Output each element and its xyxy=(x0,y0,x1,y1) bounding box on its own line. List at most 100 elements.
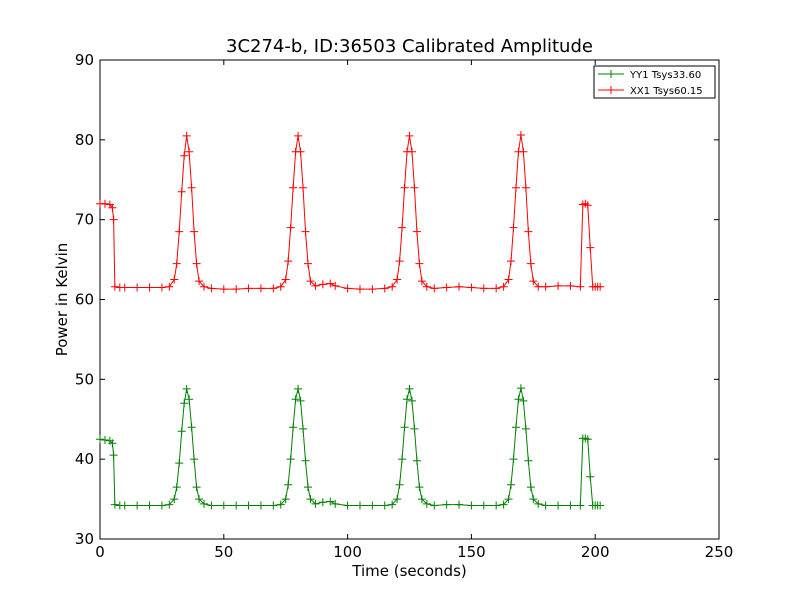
data-point xyxy=(120,283,129,292)
data-point xyxy=(504,495,513,504)
data-point xyxy=(586,472,595,481)
series-layer xyxy=(96,131,605,510)
data-point xyxy=(415,259,424,268)
data-point xyxy=(303,259,312,268)
data-point xyxy=(289,423,298,432)
data-point xyxy=(403,395,412,404)
data-point xyxy=(529,495,538,504)
data-point xyxy=(412,227,421,236)
legend: YY1 Tsys33.60 XX1 Tsys60.15 xyxy=(593,65,716,99)
x-axis-label: Time (seconds) xyxy=(351,562,467,580)
data-point xyxy=(526,259,535,268)
data-point xyxy=(398,455,407,464)
data-point xyxy=(108,439,117,448)
data-point xyxy=(318,280,327,289)
data-point xyxy=(410,183,419,192)
data-point xyxy=(430,501,439,510)
data-point xyxy=(499,282,508,291)
data-point xyxy=(519,396,528,405)
data-point xyxy=(400,183,409,192)
data-point xyxy=(289,183,298,192)
data-point xyxy=(430,284,439,293)
data-point xyxy=(269,284,278,293)
data-point xyxy=(244,501,253,510)
data-point xyxy=(479,501,488,510)
data-point xyxy=(145,283,154,292)
data-point xyxy=(509,455,518,464)
data-point xyxy=(554,501,563,510)
data-point xyxy=(541,501,550,510)
data-point xyxy=(232,285,241,294)
data-point xyxy=(276,282,285,291)
data-point xyxy=(410,424,419,433)
data-point xyxy=(524,227,533,236)
data-point xyxy=(393,495,402,504)
data-point xyxy=(479,284,488,293)
data-point xyxy=(343,501,352,510)
data-point xyxy=(526,483,535,492)
data-point xyxy=(276,500,285,509)
data-point xyxy=(368,285,377,294)
data-point xyxy=(511,183,520,192)
data-point xyxy=(157,283,166,292)
data-point xyxy=(442,283,451,292)
data-point xyxy=(331,281,340,290)
data-point xyxy=(182,131,191,140)
data-point xyxy=(199,282,208,291)
data-point xyxy=(412,456,421,465)
data-point xyxy=(100,436,109,445)
data-point xyxy=(180,151,189,160)
data-point xyxy=(133,501,142,510)
ticks-layer: 0 50 100 150 200 250 30 40 50 60 70 80 90 xyxy=(75,51,733,561)
data-point xyxy=(516,384,525,393)
x-tick-label: 100 xyxy=(333,543,362,561)
data-point xyxy=(192,483,201,492)
data-point xyxy=(499,500,508,509)
data-point xyxy=(455,282,464,291)
legend-label: XX1 Tsys60.15 xyxy=(630,86,703,97)
data-point xyxy=(192,259,201,268)
data-point xyxy=(256,284,265,293)
data-point xyxy=(521,183,530,192)
data-point xyxy=(583,435,592,444)
data-point xyxy=(195,277,204,286)
data-point xyxy=(380,501,389,510)
data-point xyxy=(157,501,166,510)
data-point xyxy=(299,183,308,192)
data-point xyxy=(291,395,300,404)
data-point xyxy=(388,500,397,509)
data-point xyxy=(286,223,295,232)
y-tick-label: 40 xyxy=(75,450,94,468)
data-point xyxy=(583,201,592,210)
x-tick-label: 0 xyxy=(95,543,105,561)
data-point xyxy=(306,277,315,286)
y-tick-label: 70 xyxy=(75,211,94,229)
data-point xyxy=(492,284,501,293)
data-point xyxy=(256,501,265,510)
data-point xyxy=(187,423,196,432)
data-point xyxy=(318,498,327,507)
data-point xyxy=(172,483,181,492)
data-point xyxy=(326,497,335,506)
data-point xyxy=(405,384,414,393)
data-point xyxy=(232,501,241,510)
data-point xyxy=(566,281,575,290)
data-point xyxy=(534,282,543,291)
data-point xyxy=(177,187,186,196)
data-point xyxy=(301,456,310,465)
data-point xyxy=(180,399,189,408)
data-point xyxy=(398,223,407,232)
data-point xyxy=(303,483,312,492)
data-point xyxy=(110,282,119,291)
data-point xyxy=(170,495,179,504)
data-point xyxy=(311,499,320,508)
y-tick-label: 90 xyxy=(75,51,94,69)
data-point xyxy=(301,227,310,236)
data-point xyxy=(405,131,414,140)
data-point xyxy=(417,277,426,286)
data-point xyxy=(110,500,119,509)
data-point xyxy=(145,501,154,510)
series-line xyxy=(100,134,601,290)
data-point xyxy=(521,424,530,433)
data-point xyxy=(554,281,563,290)
